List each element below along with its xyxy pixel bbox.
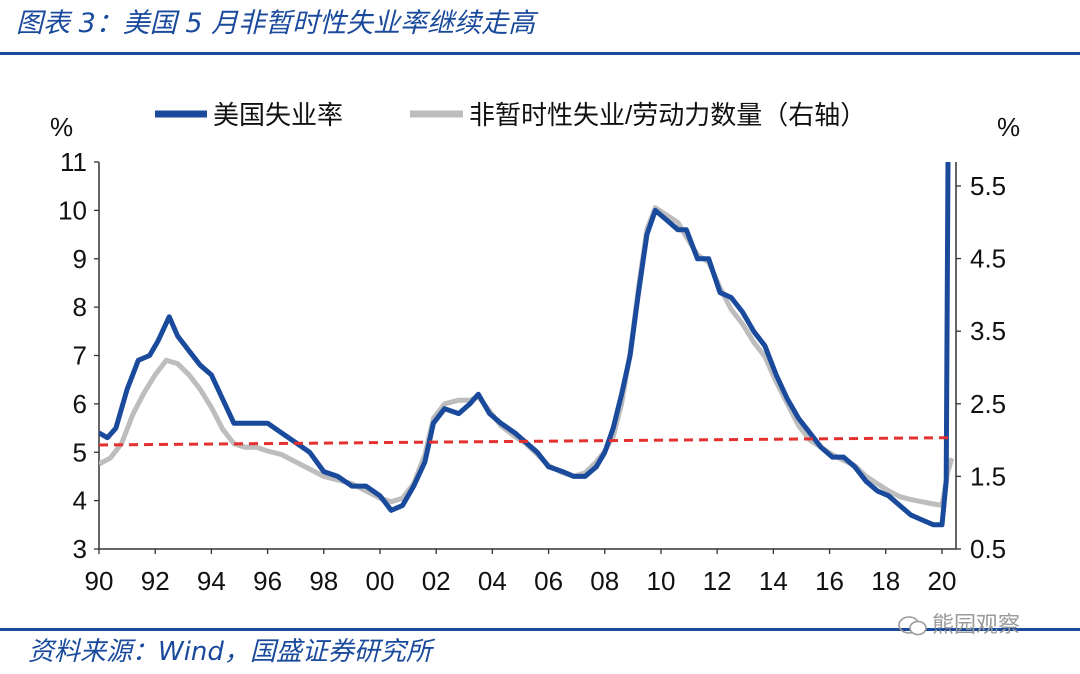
right-tick-label: 3.5 [970,316,1006,346]
left-tick-label: 9 [73,244,87,274]
left-tick-label: 5 [73,437,87,467]
left-tick-label: 8 [73,292,87,322]
left-axis-unit: % [50,112,73,142]
x-tick-label: 96 [253,566,282,596]
x-tick-label: 00 [366,566,395,596]
x-tick-label: 12 [703,566,732,596]
left-tick-label: 6 [73,389,87,419]
x-tick-label: 90 [85,566,114,596]
x-axis-ticks: 90 92 94 96 98 00 02 04 06 08 10 12 14 16 18 20 [85,549,956,596]
x-tick-label: 14 [759,566,788,596]
series-line-permanent [99,205,955,508]
watermark-text: 熊园观察 [932,613,1021,638]
x-tick-label: 92 [141,566,170,596]
right-tick-label: 5.5 [970,171,1006,201]
series-layer [99,162,955,528]
x-tick-label: 98 [309,566,338,596]
bottom-rule [0,628,1080,631]
source-note: 资料来源：Wind，国盛证券研究所 [28,637,432,667]
x-tick-label: 16 [815,566,844,596]
left-axis-ticks: 3 4 5 6 7 8 9 10 11 [58,147,99,564]
legend-label-permanent: 非暂时性失业/劳动力数量（右轴） [469,100,866,130]
right-tick-label: 0.5 [970,534,1006,564]
x-tick-label: 18 [871,566,900,596]
right-tick-label: 2.5 [970,389,1006,419]
x-tick-label: 02 [422,566,451,596]
x-tick-label: 08 [590,566,619,596]
watermark: 熊园观察 [898,608,1020,644]
left-tick-label: 10 [58,195,87,225]
line-chart: 美国失业率 非暂时性失业/劳动力数量（右轴） % % 3 4 5 6 7 8 9 10 11 0… [50,100,1020,596]
legend-label-unemployment: 美国失业率 [213,100,343,130]
left-tick-label: 3 [73,534,87,564]
left-tick-label: 4 [73,486,87,516]
right-axis-ticks: 0.5 1.5 2.5 3.5 4.5 5.5 [956,171,1006,564]
right-axis-unit: % [997,112,1020,142]
x-tick-label: 06 [534,566,563,596]
left-tick-label: 7 [73,341,87,371]
figure-title: 图表 3：美国 5 月非暂时性失业率继续走高 [16,8,536,39]
x-tick-label: 94 [197,566,226,596]
x-tick-label: 10 [647,566,676,596]
left-tick-label: 11 [60,147,87,177]
right-tick-label: 4.5 [970,244,1006,274]
x-tick-label: 20 [927,566,956,596]
mean-line [99,436,951,447]
x-tick-label: 04 [478,566,507,596]
top-rule [0,52,1080,55]
chart-legend: 美国失业率 非暂时性失业/劳动力数量（右轴） [155,100,866,130]
chat-bubble-icon [898,616,927,636]
right-tick-label: 1.5 [970,461,1006,491]
